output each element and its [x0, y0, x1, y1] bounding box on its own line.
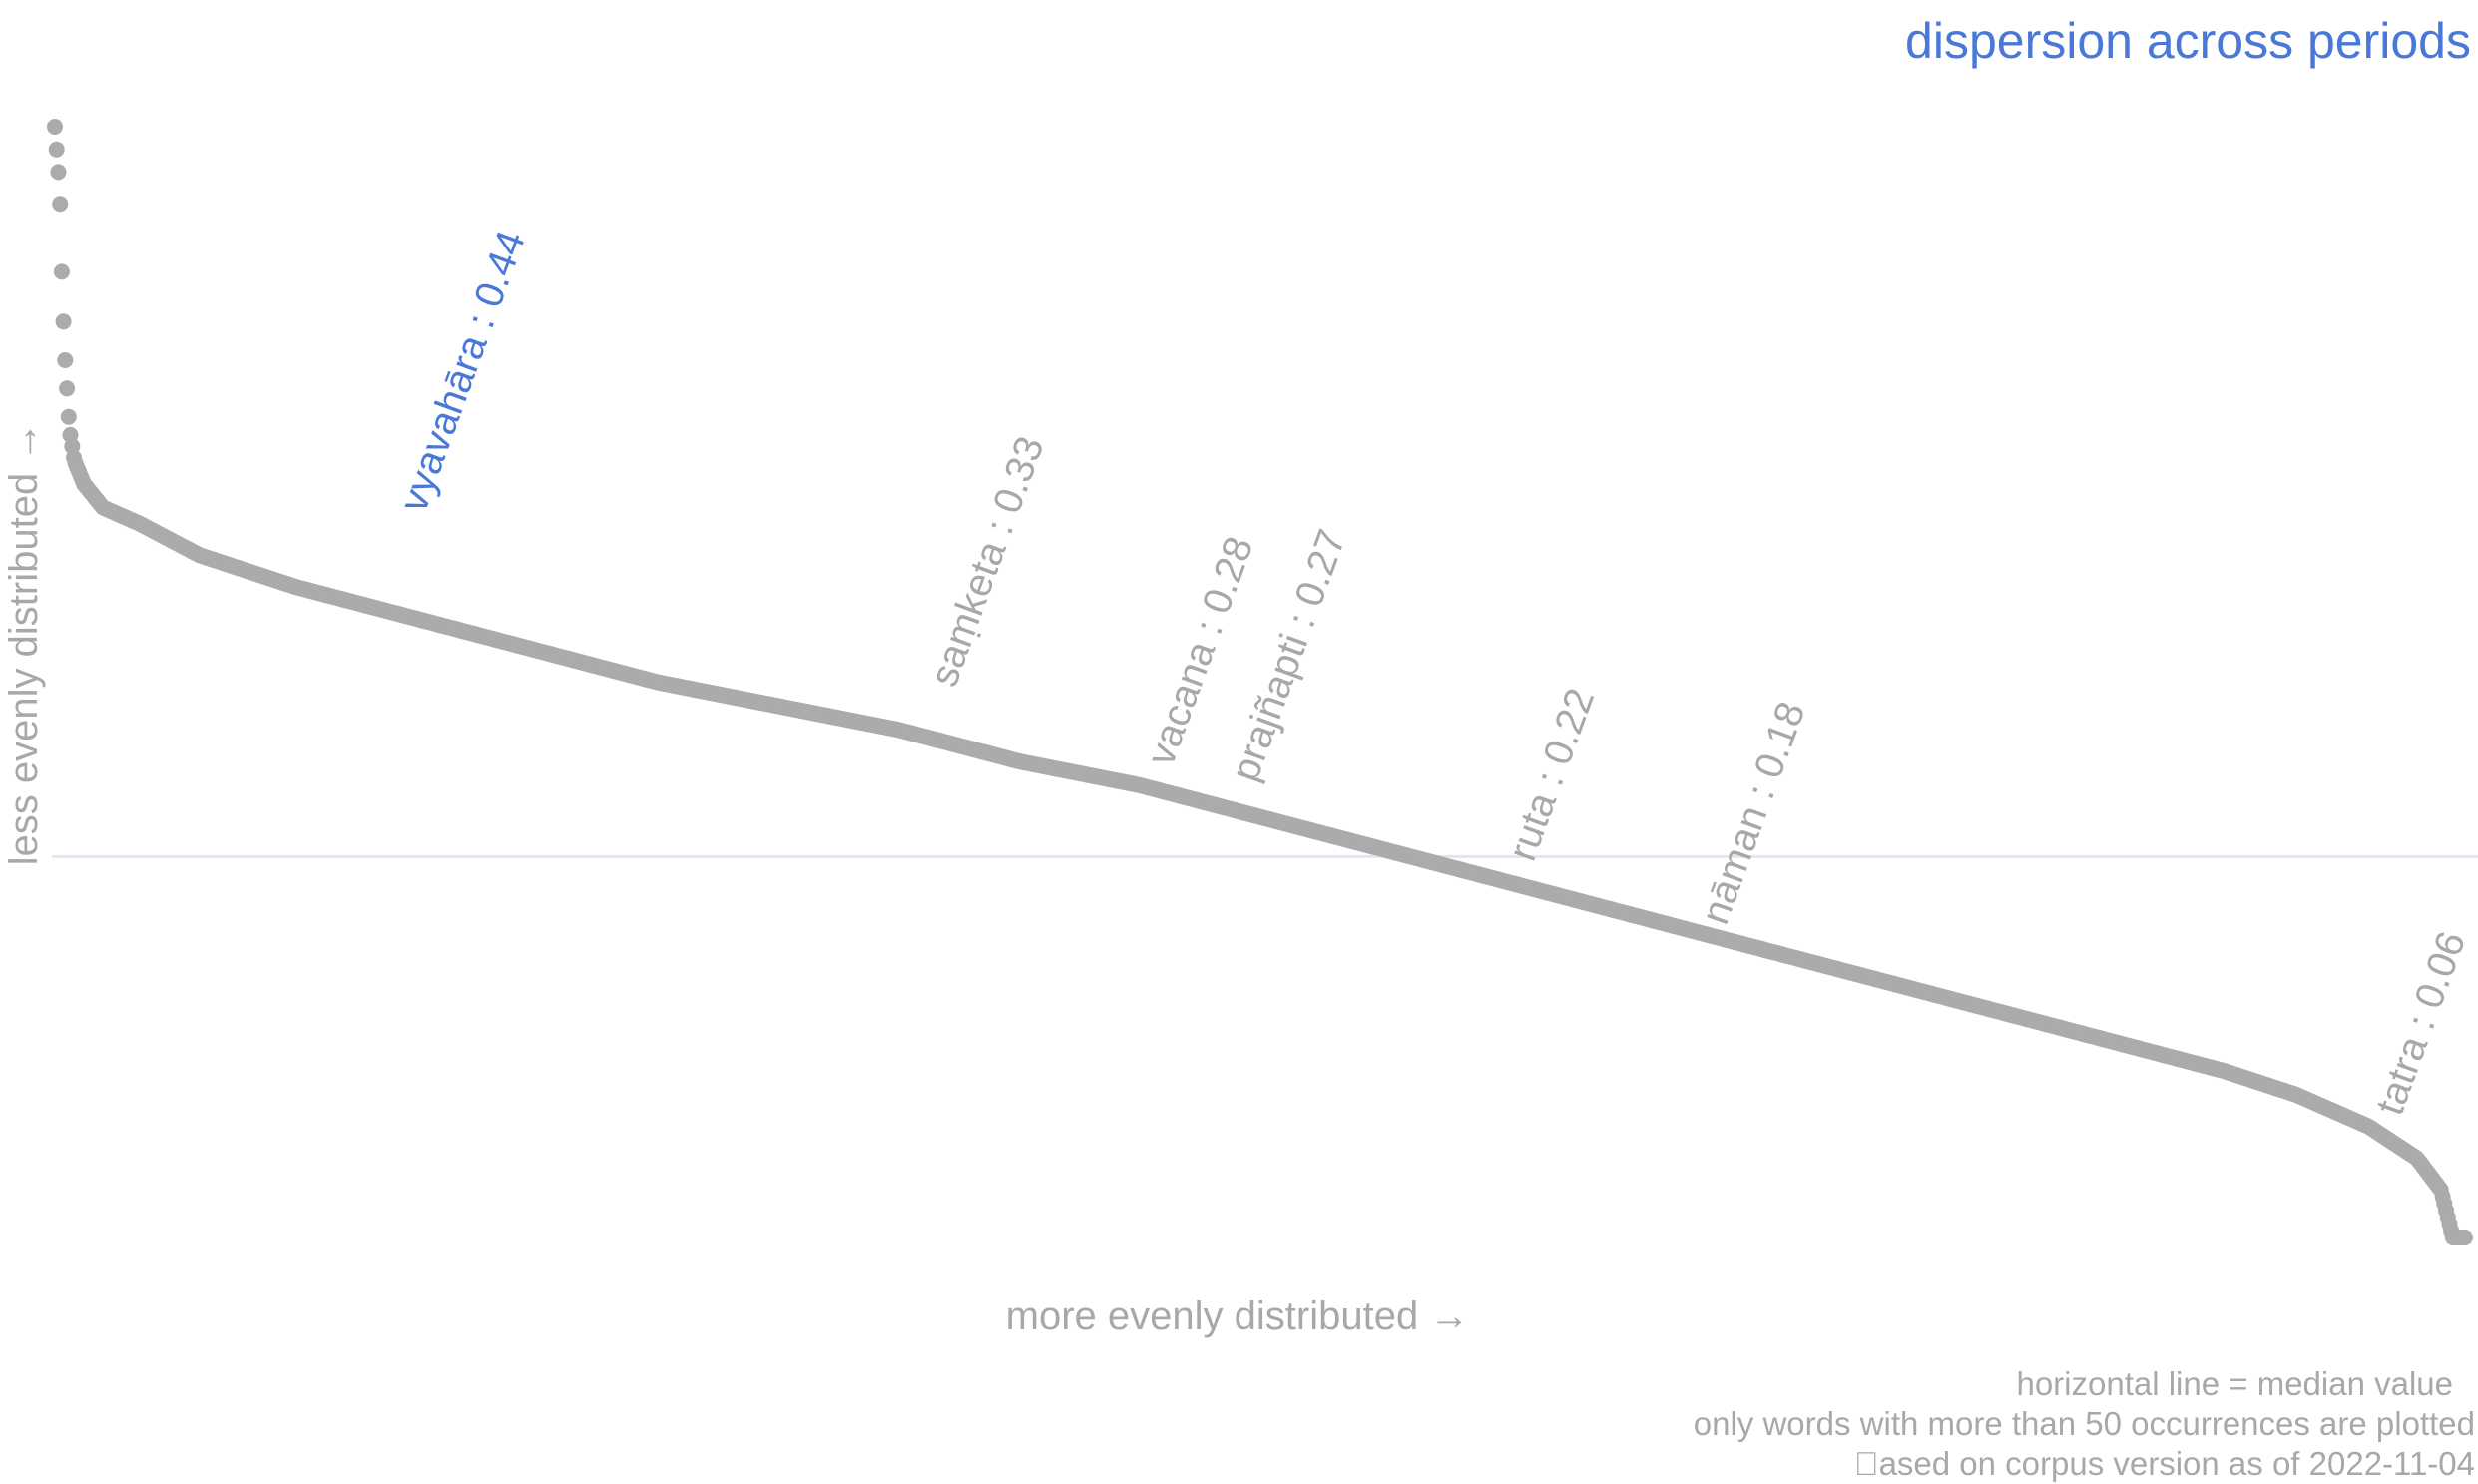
data-points — [47, 119, 2473, 1245]
word-label: saṃketa : 0.33 — [922, 431, 1053, 693]
data-point — [52, 196, 69, 213]
data-point — [53, 263, 70, 280]
footnote-corpus-version: ased on corpus version as of 2022-11-04 — [1854, 1445, 2475, 1482]
footnote-median: horizontal line = median value — [2016, 1365, 2453, 1402]
word-label: tatra : 0.06 — [2368, 926, 2475, 1121]
data-point — [59, 380, 76, 397]
footnote-threshold: only words with more than 50 occurrences… — [1694, 1405, 2475, 1442]
word-label: vyavahāra : 0.44 — [391, 226, 533, 518]
data-point — [47, 119, 63, 135]
data-point — [57, 352, 74, 368]
data-point — [60, 408, 77, 425]
data-point — [2457, 1230, 2473, 1245]
word-label: nāman : 0.18 — [1693, 696, 1813, 929]
word-label: ruta : 0.22 — [1500, 683, 1603, 866]
data-point — [48, 141, 65, 158]
chart-title: dispersion across periods — [1905, 13, 2471, 69]
data-point — [50, 164, 67, 181]
x-axis-label: more evenly distributed → — [1006, 1294, 1470, 1338]
data-point — [55, 313, 72, 330]
y-axis-label: less evenly distributed → — [2, 422, 46, 866]
